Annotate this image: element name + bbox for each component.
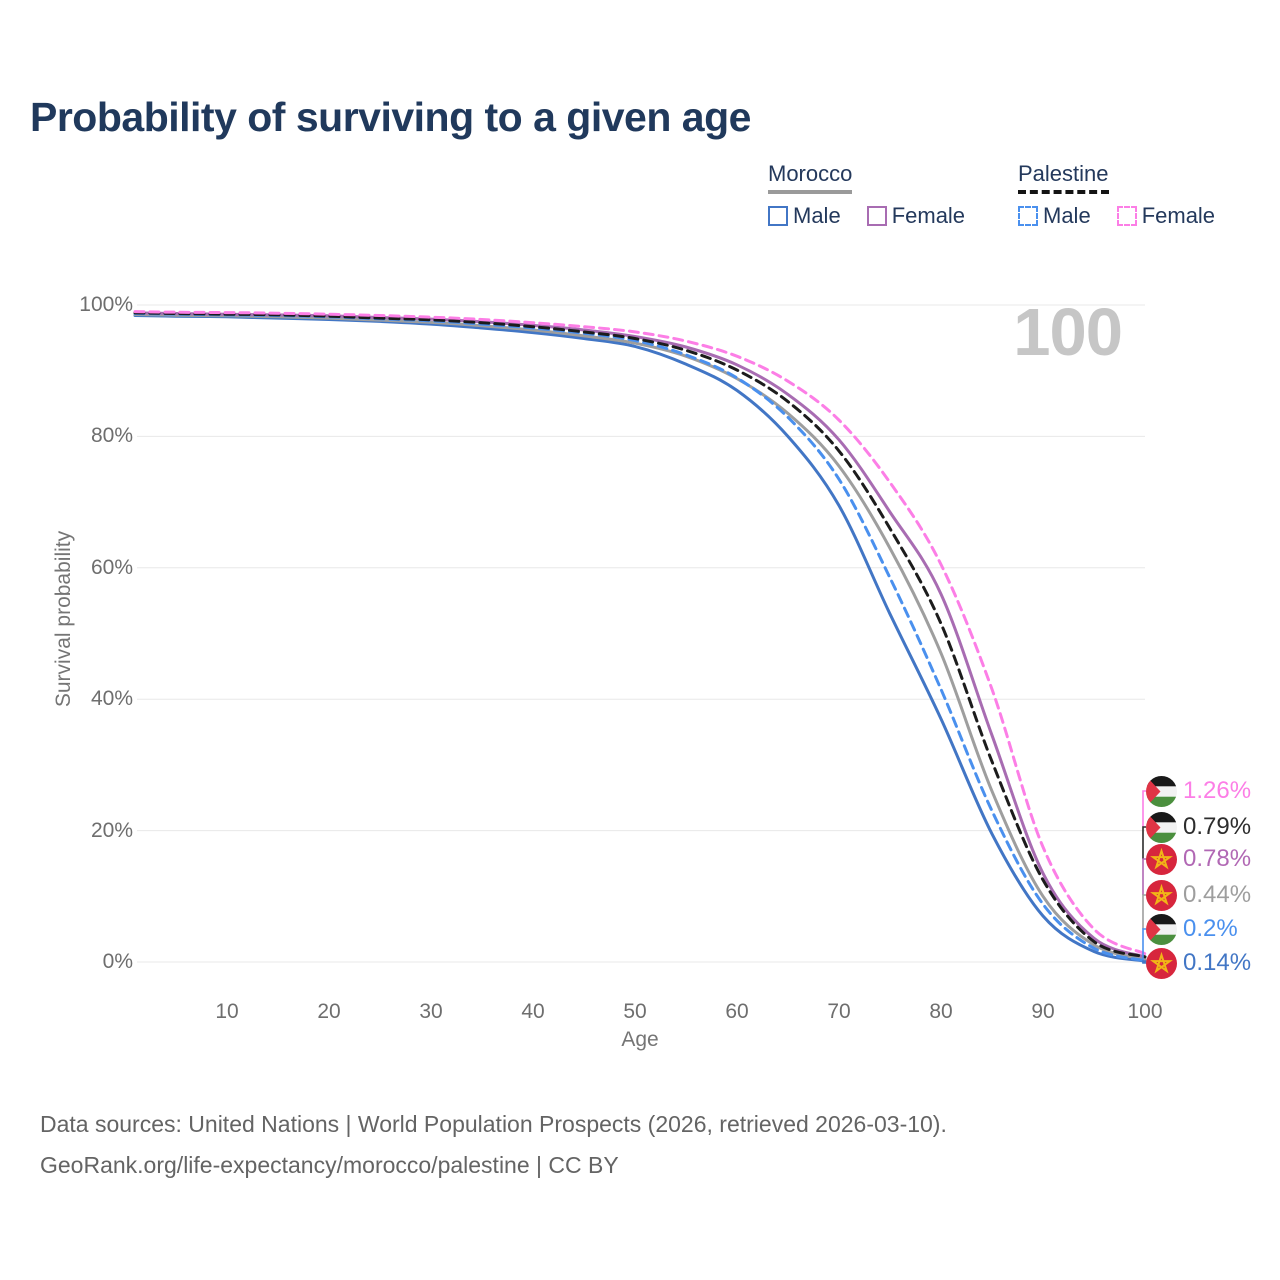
legend-item-morocco-female[interactable]: Female [866, 203, 966, 229]
y-tick-label: 60% [90, 556, 133, 579]
legend-item-label: Male [1043, 203, 1091, 228]
end-label-palestine-male: 0.2% [1146, 913, 1238, 945]
legend-swatch-palestine-male[interactable] [1018, 206, 1038, 226]
legend-country-morocco[interactable]: Morocco [768, 161, 853, 194]
end-label-value: 0.78% [1183, 845, 1252, 872]
legend-swatch-morocco-male[interactable] [768, 206, 788, 226]
curve-palestine-female [133, 310, 1147, 956]
legend-group-morocco: Morocco Male Female [768, 161, 965, 229]
end-label-value: 1.26% [1183, 777, 1252, 804]
footer: Data sources: United Nations | World Pop… [40, 1104, 947, 1186]
x-tick-label: 10 [215, 1000, 239, 1023]
morocco-flag-icon [1146, 879, 1177, 911]
x-tick-label: 30 [419, 1000, 443, 1023]
y-tick-label: 100% [79, 293, 133, 316]
end-label-palestine-female: 1.26% [1146, 775, 1251, 807]
x-tick-label: 60 [725, 1000, 749, 1023]
legend-country-palestine[interactable]: Palestine [1018, 161, 1109, 194]
end-label-connector [1142, 960, 1148, 964]
morocco-flag-icon [1146, 947, 1177, 979]
palestine-flag-icon [1146, 913, 1177, 945]
end-label-value: 0.79% [1183, 813, 1252, 840]
legend-item-morocco-male[interactable]: Male [768, 203, 841, 229]
end-label-morocco-male: 0.14% [1146, 947, 1251, 979]
y-axis-title: Survival probability [52, 530, 75, 708]
legend-swatch-palestine-female[interactable] [1116, 206, 1137, 226]
palestine-flag-icon [1146, 775, 1177, 807]
end-label-morocco: 0.44% [1146, 879, 1251, 911]
x-tick-label: 90 [1031, 1000, 1055, 1023]
x-tick-label: 100 [1127, 1000, 1163, 1023]
end-label-morocco-female: 0.78% [1146, 843, 1251, 875]
curve-palestine-male [133, 312, 1147, 963]
morocco-flag-icon [1146, 843, 1177, 875]
y-tick-label: 20% [90, 819, 133, 842]
y-tick-label: 80% [90, 424, 133, 447]
x-tick-label: 40 [521, 1000, 545, 1023]
legend-item-label: Male [793, 203, 841, 228]
end-label-value: 0.44% [1183, 881, 1252, 908]
end-label-value: 0.14% [1183, 949, 1252, 976]
x-tick-label: 80 [929, 1000, 953, 1023]
curve-morocco-male [133, 314, 1147, 963]
legend-group-palestine: Palestine Male Female [1018, 161, 1215, 229]
curve-morocco-female [133, 311, 1147, 959]
legend-swatch-morocco-female[interactable] [866, 206, 887, 226]
end-label-palestine: 0.79% [1146, 811, 1251, 843]
watermark-age-100: 100 [1013, 295, 1123, 370]
curve-morocco [133, 313, 1147, 961]
footer-attribution: GeoRank.org/life-expectancy/morocco/pale… [40, 1152, 619, 1178]
legend-item-palestine-male[interactable]: Male [1018, 203, 1091, 229]
y-tick-label: 0% [102, 950, 133, 973]
x-tick-label: 70 [827, 1000, 851, 1023]
x-tick-label: 20 [317, 1000, 341, 1023]
legend-item-label: Female [1141, 203, 1216, 228]
curve-palestine [133, 311, 1147, 959]
end-label-value: 0.2% [1183, 915, 1238, 942]
x-tick-label: 50 [623, 1000, 647, 1023]
y-tick-label: 40% [90, 687, 133, 710]
footer-sources: Data sources: United Nations | World Pop… [40, 1111, 947, 1137]
palestine-flag-icon [1146, 811, 1177, 843]
x-axis-title: Age [621, 1028, 659, 1051]
legend-item-palestine-female[interactable]: Female [1116, 203, 1216, 229]
page-title: Probability of surviving to a given age [30, 94, 751, 140]
legend-item-label: Female [891, 203, 966, 228]
